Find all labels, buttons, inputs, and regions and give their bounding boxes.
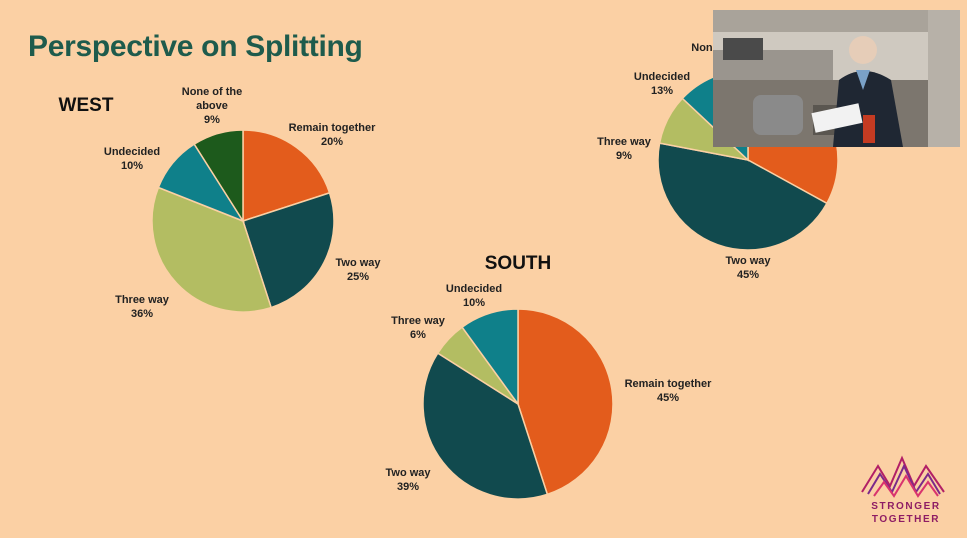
slice-label-undecided: Undecided 10% <box>104 146 160 172</box>
speaker-video-thumbnail <box>713 10 960 147</box>
pie-slice-two-way <box>657 142 828 251</box>
slice-label-remain-together: Remain together 45% <box>625 378 713 404</box>
slice-label-undecided: Undecided 13% <box>634 71 690 97</box>
stronger-together-logo: STRONGER TOGETHER <box>856 452 956 528</box>
slice-label-two-way: Two way 45% <box>725 255 771 281</box>
logo-text-line-1: STRONGER <box>871 501 941 512</box>
pie-slice-two-way <box>242 191 335 309</box>
logo-text-line-2: TOGETHER <box>871 514 941 525</box>
pie-slice-remain-together <box>242 129 331 223</box>
pie-slice-three-way <box>151 186 273 313</box>
pie-chart-west: Remain together 20% Two way 25% Three way 36%… <box>59 86 382 320</box>
pie-chart-south: Remain together 45% Two way 39% Three way 6%U… <box>385 253 713 500</box>
pie-slice-undecided <box>461 308 519 407</box>
slice-label-two-way: Two way 25% <box>335 257 381 283</box>
slice-label-three-way: Three way 9% <box>597 136 652 162</box>
pie-slice-none-of-the-above <box>193 129 244 224</box>
slice-label-remain-together: Remain together 20% <box>289 122 377 148</box>
slide-title: Perspective on Splitting <box>28 30 363 63</box>
slice-label-three-way: Three way 36% <box>115 294 170 320</box>
slice-label-none-of-the-above: None <box>691 42 719 54</box>
slice-label-none-of-the-above: None of the above 9% <box>182 86 243 126</box>
pie-slice-two-way <box>422 352 549 500</box>
slice-label-two-way: Two way 39% <box>385 467 431 493</box>
region-title: SOUTH <box>485 253 552 274</box>
slice-label-three-way: Three way 6% <box>391 315 446 341</box>
slice-label-undecided: Undecided 10% <box>446 283 502 309</box>
region-title: WEST <box>59 95 114 116</box>
video-overlay[interactable] <box>713 10 960 147</box>
pie-slice-remain-together <box>517 308 614 496</box>
logo-mark-icon <box>861 455 945 498</box>
